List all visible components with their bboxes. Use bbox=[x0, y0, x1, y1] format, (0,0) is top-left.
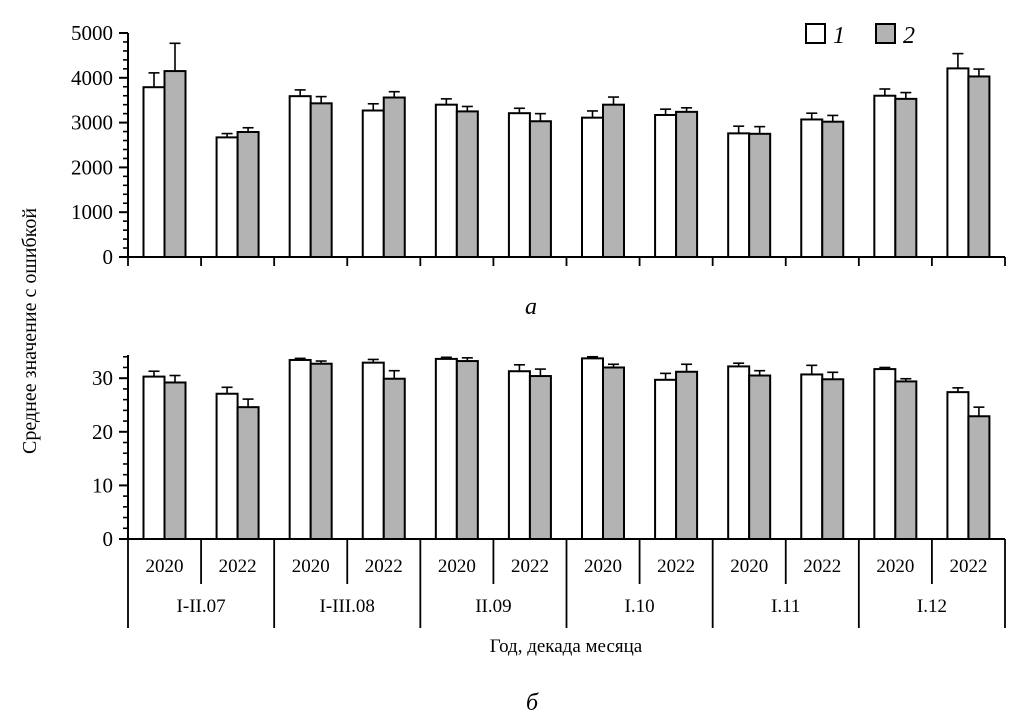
panel-a-label: а bbox=[525, 294, 537, 320]
y-tick-label: 1000 bbox=[71, 200, 113, 224]
panel-b-label: б bbox=[526, 690, 539, 716]
bar-series-2 bbox=[821, 120, 845, 259]
y-tick-label: 5000 bbox=[71, 21, 113, 45]
y-tick-label: 4000 bbox=[71, 66, 113, 90]
y-tick-label: 0 bbox=[103, 245, 114, 269]
bar-series-1 bbox=[873, 94, 897, 258]
period-label: I-II.07 bbox=[177, 596, 226, 617]
bar-series-1 bbox=[800, 118, 824, 258]
bar-series-1 bbox=[507, 370, 531, 540]
bar-series-2 bbox=[455, 360, 479, 540]
y-tick-label: 3000 bbox=[71, 111, 113, 135]
y-tick-label: 10 bbox=[92, 473, 113, 497]
year-label: 2020 bbox=[146, 556, 184, 577]
year-label: 2022 bbox=[803, 556, 841, 577]
bar-series-2 bbox=[528, 375, 552, 540]
bar-series-1 bbox=[288, 95, 312, 258]
y-tick-label: 20 bbox=[92, 420, 113, 444]
bar-series-2 bbox=[821, 378, 845, 540]
bar-series-2 bbox=[602, 103, 625, 259]
year-label: 2022 bbox=[949, 556, 987, 577]
legend-label-2: 2 bbox=[903, 23, 915, 49]
bar-series-1 bbox=[581, 116, 604, 258]
bar-series-2 bbox=[163, 70, 187, 258]
y-axis-title: Среднее значение с ошибкой bbox=[19, 208, 41, 454]
year-label: 2022 bbox=[219, 556, 257, 577]
bar-series-2 bbox=[748, 132, 772, 258]
bar-series-1 bbox=[654, 378, 678, 541]
bar-series-1 bbox=[215, 136, 239, 258]
bar-series-1 bbox=[434, 103, 458, 259]
bar-series-1 bbox=[873, 368, 897, 541]
year-label: 2020 bbox=[438, 556, 476, 577]
period-label: II.09 bbox=[475, 596, 511, 617]
x-axis-title: Год, декада месяца bbox=[490, 636, 643, 657]
bar-series-2 bbox=[675, 110, 699, 258]
bar-series-2 bbox=[967, 75, 991, 259]
bar-series-2 bbox=[528, 120, 552, 258]
bar-series-2 bbox=[309, 362, 333, 540]
bar-series-1 bbox=[654, 113, 678, 259]
bar-series-2 bbox=[455, 110, 479, 259]
year-label: 2022 bbox=[365, 556, 403, 577]
bar-series-2 bbox=[894, 97, 918, 258]
bar-series-1 bbox=[288, 358, 312, 541]
bar-series-2 bbox=[894, 380, 918, 540]
bar-series-2 bbox=[163, 381, 187, 540]
bar-series-2 bbox=[967, 415, 991, 541]
bar-series-1 bbox=[215, 392, 239, 540]
bar-series-2 bbox=[236, 131, 260, 258]
bar-series-2 bbox=[748, 374, 772, 540]
bar-series-1 bbox=[507, 112, 531, 258]
legend-swatch-1 bbox=[805, 23, 826, 44]
bar-series-1 bbox=[361, 109, 385, 258]
bar-series-1 bbox=[727, 365, 751, 540]
period-label: I.11 bbox=[771, 596, 800, 617]
bar-series-1 bbox=[727, 132, 751, 259]
period-label: I.12 bbox=[917, 596, 947, 617]
bar-series-1 bbox=[800, 373, 824, 540]
legend-label-1: 1 bbox=[833, 23, 845, 49]
year-label: 2022 bbox=[657, 556, 695, 577]
panel-b: 0 10 20 30 2020 2022 2020 2022 2020 2022 2020 2022 2… bbox=[92, 355, 1006, 628]
bar-series-1 bbox=[946, 67, 970, 258]
y-tick-label: 30 bbox=[92, 366, 113, 390]
year-label: 2020 bbox=[876, 556, 914, 577]
bar-series-1 bbox=[142, 86, 166, 259]
bar-series-1 bbox=[581, 357, 604, 541]
y-tick-label: 0 bbox=[103, 527, 114, 551]
bar-series-2 bbox=[382, 96, 406, 259]
legend: 1 2 bbox=[805, 23, 915, 49]
bar-series-2 bbox=[602, 366, 625, 541]
year-label: 2020 bbox=[730, 556, 768, 577]
bar-series-1 bbox=[946, 391, 970, 540]
y-tick-label: 2000 bbox=[71, 155, 113, 179]
bar-series-2 bbox=[236, 406, 260, 541]
bar-series-2 bbox=[382, 377, 406, 540]
legend-swatch-2 bbox=[875, 23, 896, 44]
bar-series-1 bbox=[434, 357, 458, 540]
year-label: 2020 bbox=[292, 556, 330, 577]
period-label: I.10 bbox=[625, 596, 655, 617]
bar-series-1 bbox=[361, 361, 385, 540]
bar-series-1 bbox=[142, 375, 166, 541]
bar-series-2 bbox=[675, 370, 699, 540]
period-label: I-III.08 bbox=[320, 596, 375, 617]
bar-series-2 bbox=[309, 102, 333, 258]
year-label: 2020 bbox=[584, 556, 622, 577]
year-label: 2022 bbox=[511, 556, 549, 577]
panel-a: 0 1000 2000 3000 4000 5000 bbox=[71, 21, 1006, 269]
